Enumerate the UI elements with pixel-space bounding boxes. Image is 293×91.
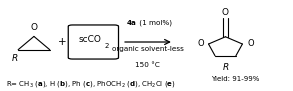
Text: O: O (222, 8, 229, 17)
Text: 150 °C: 150 °C (135, 62, 160, 68)
Text: R= CH$_3$ ($\mathbf{a}$), H ($\mathbf{b}$), Ph ($\mathbf{c}$), PhOCH$_2$ ($\math: R= CH$_3$ ($\mathbf{a}$), H ($\mathbf{b}… (6, 79, 176, 89)
Text: +: + (57, 37, 66, 47)
Text: scCO: scCO (79, 35, 101, 44)
Text: Yield: 91-99%: Yield: 91-99% (212, 76, 260, 82)
Text: R: R (222, 63, 229, 72)
FancyBboxPatch shape (68, 25, 118, 59)
Text: O: O (197, 39, 204, 48)
Text: (1 mol%): (1 mol%) (137, 20, 172, 26)
Text: 4a: 4a (127, 20, 137, 26)
Text: O: O (30, 23, 38, 32)
Text: organic solvent-less: organic solvent-less (112, 46, 184, 52)
Text: O: O (247, 39, 254, 48)
Text: R: R (12, 54, 18, 63)
Text: 2: 2 (105, 42, 109, 49)
